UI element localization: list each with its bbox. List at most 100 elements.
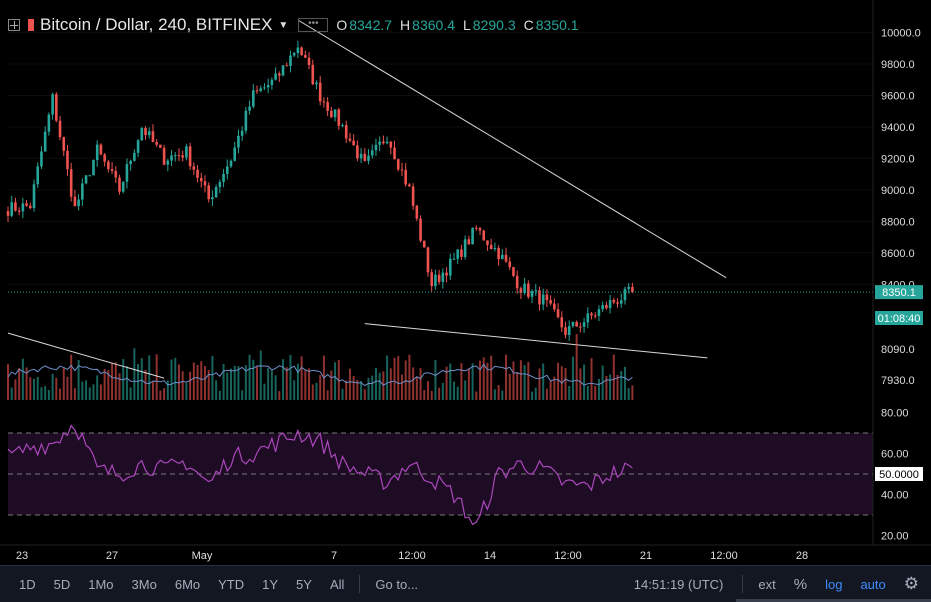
toolbar-divider (742, 575, 744, 593)
volume-bar (140, 358, 143, 400)
timeline-scrollbar[interactable] (736, 599, 931, 602)
candle-body (367, 155, 370, 161)
auto-toggle[interactable]: auto (860, 576, 886, 592)
rsi-tick-label: 40.00 (881, 490, 909, 502)
range-button-1d[interactable]: 1D (19, 576, 36, 592)
range-button-3mo[interactable]: 3Mo (131, 576, 157, 592)
candle-body (233, 147, 237, 161)
symbol-title[interactable]: Bitcoin / Dollar, 240, BITFINEX (40, 15, 273, 34)
candle-body (482, 230, 486, 241)
volume-bar (311, 384, 314, 400)
candle-body (199, 177, 203, 182)
volume-bar (348, 368, 351, 400)
volume-bar (612, 354, 615, 400)
volume-bar (92, 384, 95, 400)
candle-body (448, 258, 452, 276)
volume-bar (241, 390, 244, 400)
candle-body (244, 110, 248, 131)
time-tick-label: 27 (106, 550, 118, 562)
volume-bar (40, 387, 43, 400)
volume-bar (10, 387, 13, 400)
ohlc-open: O 8342.7 (336, 17, 393, 33)
volume-bar (397, 356, 400, 400)
volume-bar (538, 368, 541, 400)
candle-body (147, 131, 151, 136)
range-button-ytd[interactable]: YTD (218, 576, 245, 592)
price-tick-label: 9200.0 (881, 153, 915, 165)
volume-bar (482, 357, 485, 400)
candle-body (237, 135, 240, 148)
range-button-all[interactable]: All (329, 576, 345, 592)
percent-toggle[interactable]: % (793, 575, 808, 593)
candle-body (553, 303, 556, 310)
clock-time: 14:51:19 (UTC) (633, 576, 724, 592)
volume-bar (516, 372, 519, 400)
goto-button[interactable]: Go to... (375, 576, 419, 592)
candle-body (47, 114, 51, 132)
candle-body (155, 141, 158, 145)
volume-bar (192, 362, 195, 400)
volume-bar (170, 359, 173, 400)
volume-bar (479, 360, 482, 400)
candle-body (203, 181, 207, 186)
bottom-toolbar: 1D 5D 1Mo 3Mo 6Mo YTD 1Y 5Y All Go to...… (0, 565, 931, 602)
range-button-6mo[interactable]: 6Mo (174, 576, 201, 592)
add-compare-icon[interactable] (8, 19, 20, 31)
volume-bar (129, 387, 132, 400)
volume-bar (330, 370, 333, 400)
log-toggle[interactable]: log (825, 576, 843, 592)
volume-bar (33, 378, 36, 400)
candle-body (92, 160, 95, 176)
candle-body (133, 152, 136, 161)
rsi-value-badge-bg (875, 467, 923, 481)
gear-icon[interactable]: ⚙ (903, 574, 919, 593)
volume-bar (99, 384, 102, 400)
candle-body (478, 228, 482, 231)
volume-bar (568, 386, 571, 400)
candle-body (248, 106, 251, 111)
range-button-1mo[interactable]: 1Mo (88, 576, 114, 592)
candle-body (296, 47, 300, 54)
candle-body (404, 169, 407, 185)
candle-body (471, 227, 474, 245)
dropdown-caret-icon[interactable]: ▼ (278, 19, 289, 31)
candle-body (430, 272, 433, 287)
candle-body (259, 88, 263, 91)
volume-bar (256, 366, 259, 400)
countdown-badge-bg (875, 311, 923, 325)
volume-bar (274, 375, 277, 400)
volume-bar (133, 348, 136, 400)
candle-body (333, 109, 337, 118)
range-button-1y[interactable]: 1Y (262, 576, 279, 592)
candle-body (81, 183, 84, 200)
volume-bar (103, 368, 106, 400)
candle-body (166, 160, 170, 165)
price-tick-label: 9400.0 (881, 122, 915, 134)
candle-body (278, 73, 281, 76)
time-tick-label: 28 (796, 550, 808, 562)
candle-body (40, 151, 43, 167)
range-button-5d[interactable]: 5D (53, 576, 71, 592)
volume-bar (575, 334, 578, 400)
volume-bar (334, 362, 337, 400)
price-tick-label: 9000.0 (881, 185, 915, 197)
candle-body (285, 65, 289, 67)
candle-body (374, 144, 378, 151)
volume-bar (400, 374, 403, 400)
volume-bar (177, 364, 180, 400)
volume-bar (523, 365, 526, 400)
ext-toggle[interactable]: ext (758, 576, 776, 592)
candle-body (501, 254, 504, 260)
candle-body (460, 249, 463, 257)
candle-body (415, 205, 419, 219)
symbol-flag-icon (28, 19, 34, 31)
range-button-5y[interactable]: 5Y (296, 576, 312, 592)
volume-bar (590, 358, 593, 400)
more-dots-icon[interactable]: ••• (298, 18, 329, 32)
rsi-tick-label: 20.00 (881, 531, 909, 543)
volume-bar (125, 365, 128, 400)
price-chart[interactable]: 10000.0 9800.0 9600.0 9400.0 9200.0 9000.0 880… (0, 0, 931, 565)
candle-body (393, 147, 396, 160)
volume-bar (181, 371, 184, 400)
chart-area[interactable]: 10000.0 9800.0 9600.0 9400.0 9200.0 9000.0 880… (0, 0, 931, 565)
